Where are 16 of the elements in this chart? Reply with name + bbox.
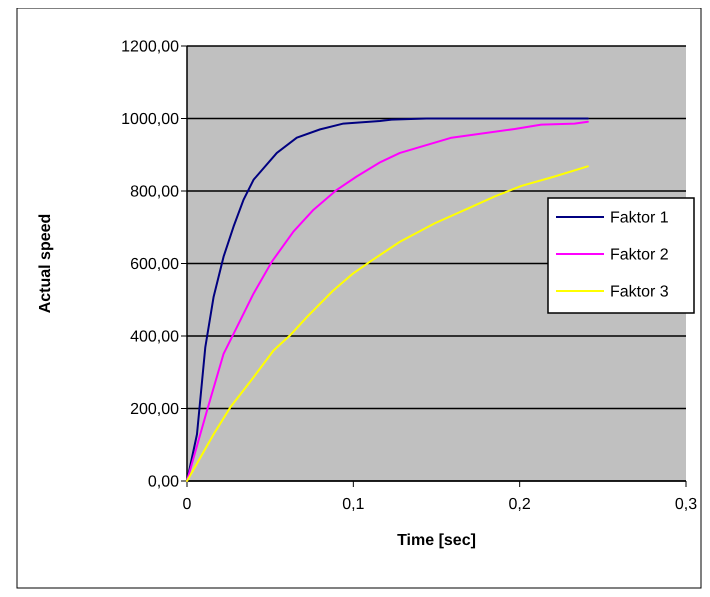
legend-label: Faktor 3 xyxy=(610,284,669,301)
y-tick-label: 0,00 xyxy=(148,474,180,491)
x-tick-label: 0,2 xyxy=(508,496,531,513)
x-tick-label: 0 xyxy=(182,496,192,513)
y-tick-label: 1200,00 xyxy=(121,38,180,56)
x-tick-label: 0,3 xyxy=(674,496,698,513)
legend-label: Faktor 1 xyxy=(610,210,669,227)
y-tick-label: 800,00 xyxy=(130,184,180,201)
y-tick-label: 400,00 xyxy=(130,328,180,346)
x-tick-label: 0,1 xyxy=(342,496,365,513)
y-axis-title: Actual speed xyxy=(37,214,54,314)
y-tick-label: 1000,00 xyxy=(121,111,180,128)
y-tick-label: 600,00 xyxy=(130,256,180,274)
legend-label: Faktor 2 xyxy=(610,246,669,264)
y-tick-label: 200,00 xyxy=(130,401,180,418)
x-axis-title: Time [sec] xyxy=(397,532,476,549)
